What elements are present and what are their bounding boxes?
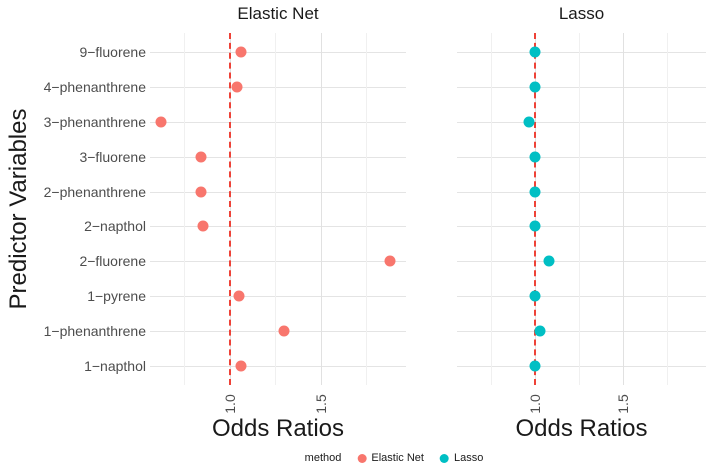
data-point xyxy=(235,46,247,58)
gridline-horizontal xyxy=(457,156,706,158)
facet-elastic-net: Elastic Net Odds Ratios 1.0 1.5 xyxy=(150,0,406,473)
data-point xyxy=(195,186,207,198)
x-tick-label: 1.5 xyxy=(312,394,329,414)
gridline-horizontal xyxy=(457,331,706,333)
panel-elastic-net xyxy=(150,33,406,385)
y-axis-label: 9−fluorene xyxy=(79,44,146,60)
y-axis-label: 1−napthol xyxy=(84,358,146,374)
data-point xyxy=(384,255,396,267)
gridline-horizontal xyxy=(150,52,406,53)
gridline-horizontal xyxy=(457,296,706,298)
legend-item-elastic-net: Elastic Net xyxy=(357,452,424,464)
facet-title-lasso: Lasso xyxy=(558,4,605,23)
data-point xyxy=(529,151,541,163)
data-point xyxy=(534,325,546,337)
gridline-horizontal xyxy=(150,121,406,123)
legend-label-elastic-net: Elastic Net xyxy=(371,452,424,464)
y-axis-label: 2−napthol xyxy=(84,218,146,235)
gridline-horizontal xyxy=(457,261,706,263)
y-axis-label: 3−fluorene xyxy=(79,148,146,165)
data-point xyxy=(523,116,535,128)
data-point xyxy=(235,360,247,372)
x-tick-label: 1.5 xyxy=(615,394,631,414)
data-point xyxy=(278,325,290,337)
x-axis-title-left: Odds Ratios xyxy=(211,415,345,442)
data-point xyxy=(233,290,245,302)
x-tick-label: 1.0 xyxy=(526,394,543,414)
gridline-horizontal xyxy=(457,366,706,367)
data-point xyxy=(529,81,541,93)
gridline-horizontal xyxy=(150,366,406,367)
gridline-horizontal xyxy=(150,226,406,228)
gridline-horizontal xyxy=(150,296,406,298)
data-point xyxy=(529,220,541,232)
panel-lasso xyxy=(457,33,706,385)
gridline-vertical-major xyxy=(320,33,322,385)
y-axis-label: 4−phenanthrene xyxy=(43,78,146,95)
data-point xyxy=(195,151,207,163)
y-axis-label: 1−phenanthrene xyxy=(43,323,146,340)
data-point xyxy=(543,255,555,267)
y-axis-label: 2−fluorene xyxy=(79,253,146,270)
y-axis-label: 1−pyrene xyxy=(87,288,146,305)
data-point xyxy=(529,360,541,372)
gridline-vertical-minor xyxy=(366,33,368,385)
gridline-vertical-minor xyxy=(275,33,277,385)
x-tick-label: 1.0 xyxy=(221,394,238,414)
gridline-vertical-minor xyxy=(490,33,492,385)
lasso-swatch-icon xyxy=(439,453,449,463)
gridline-horizontal xyxy=(150,191,406,193)
gridline-horizontal xyxy=(457,52,706,53)
gridline-vertical-minor xyxy=(184,33,186,385)
x-axis-title-right: Odds Ratios xyxy=(515,415,648,442)
gridline-horizontal xyxy=(457,226,706,228)
gridline-horizontal xyxy=(457,86,706,88)
gridline-vertical-minor xyxy=(578,33,580,385)
data-point xyxy=(529,46,541,58)
data-point xyxy=(231,81,243,93)
gridline-vertical-major xyxy=(623,33,624,385)
reference-line xyxy=(228,33,231,385)
gridline-horizontal xyxy=(150,331,406,333)
data-point xyxy=(155,116,167,128)
elastic-net-swatch-icon xyxy=(357,453,367,463)
reference-line xyxy=(533,33,536,385)
facet-lasso: Lasso Odds Ratios 1.0 1.5 xyxy=(457,0,706,473)
gridline-horizontal xyxy=(457,121,706,123)
gridline-vertical-minor xyxy=(667,33,669,385)
legend-item-lasso: Lasso xyxy=(439,452,484,464)
legend: method Elastic Net Lasso xyxy=(305,452,484,464)
data-point xyxy=(529,290,541,302)
gridline-horizontal xyxy=(150,261,406,263)
facet-title-elastic-net: Elastic Net xyxy=(237,4,319,23)
data-point xyxy=(197,220,209,232)
y-axis-labels: 9−fluorene 4−phenanthrene 3−phenanthrene 3−… xyxy=(0,33,146,385)
gridline-horizontal xyxy=(457,191,706,193)
data-point xyxy=(529,186,541,198)
y-axis-label: 2−phenanthrene xyxy=(43,183,146,200)
gridline-horizontal xyxy=(150,86,406,88)
legend-label-lasso: Lasso xyxy=(453,452,484,464)
legend-title: method xyxy=(304,452,342,464)
y-axis-label: 3−phenanthrene xyxy=(43,113,146,130)
gridline-horizontal xyxy=(150,156,406,158)
